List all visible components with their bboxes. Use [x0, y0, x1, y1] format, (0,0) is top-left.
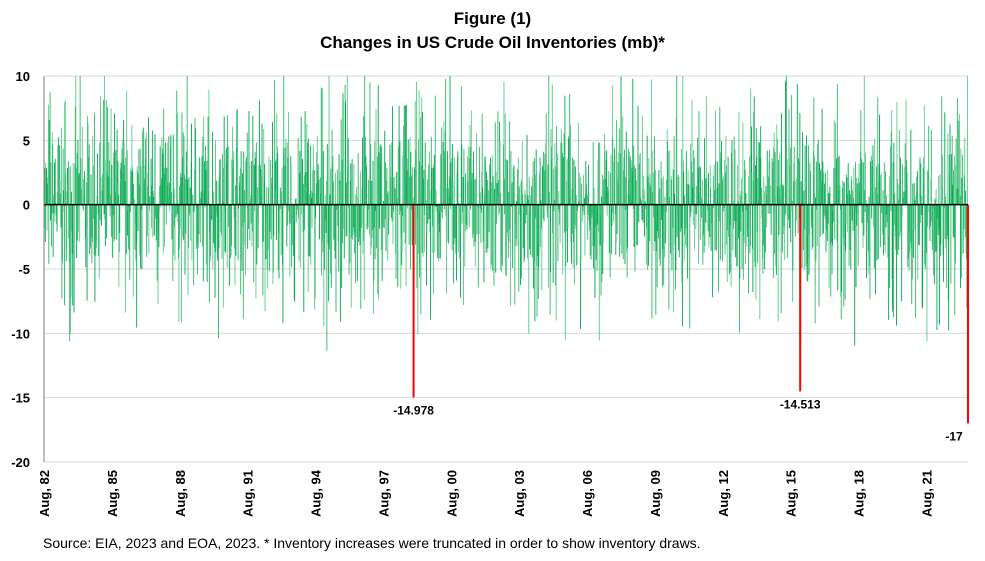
x-tick-label: Aug, 88	[173, 470, 188, 517]
bars	[43, 76, 968, 351]
y-tick-label: 5	[23, 133, 30, 148]
y-tick-label: -5	[18, 262, 30, 277]
x-tick-label: Aug, 91	[241, 470, 256, 517]
x-tick-label: Aug, 18	[852, 470, 867, 517]
figure-label: Figure (1)	[453, 9, 532, 28]
y-tick-label: -20	[11, 455, 30, 470]
y-tick-label: -15	[11, 391, 30, 406]
data-label: -17	[945, 429, 963, 443]
source-note: Source: EIA, 2023 and EOA, 2023. * Inven…	[43, 535, 701, 551]
x-tick-label: Aug, 03	[512, 470, 527, 517]
bar-chart: 10 5 0 -5 -10 -15 -20 -14.978 -14.513 -17 Aug, 82 A…	[11, 69, 969, 517]
y-tick-label: 10	[16, 69, 30, 84]
data-label: -14.978	[393, 403, 434, 417]
x-tick-label: Aug, 06	[580, 470, 595, 517]
x-tick-label: Aug, 09	[648, 470, 663, 517]
x-tick-label: Aug, 21	[920, 470, 935, 517]
chart-title: Changes in US Crude Oil Inventories (mb)…	[320, 33, 665, 52]
x-tick-label: Aug, 94	[309, 469, 324, 517]
x-tick-label: Aug, 82	[37, 470, 52, 517]
y-tick-label: -10	[11, 326, 30, 341]
data-label: -14.513	[780, 397, 821, 411]
x-tick-label: Aug, 97	[376, 470, 391, 517]
y-tick-label: 0	[23, 198, 30, 213]
x-tick-label: Aug, 85	[105, 470, 120, 517]
x-tick-label: Aug, 00	[444, 470, 459, 517]
x-tick-label: Aug, 12	[716, 470, 731, 517]
x-tick-label: Aug, 15	[784, 470, 799, 517]
